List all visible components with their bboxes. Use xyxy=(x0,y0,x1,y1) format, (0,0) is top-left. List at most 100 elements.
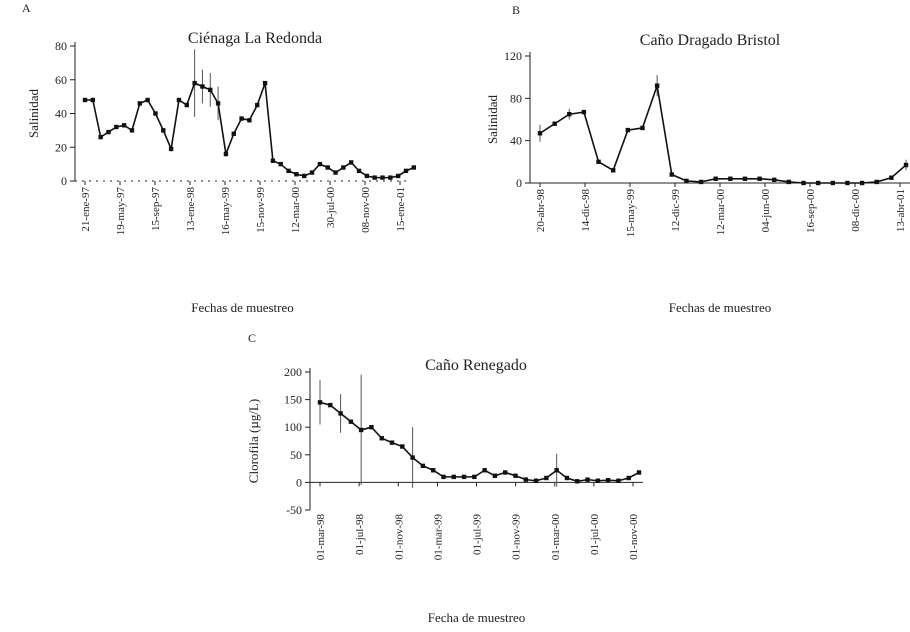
data-point xyxy=(605,477,611,483)
x-tick-label: 01-mar-00 xyxy=(550,514,562,561)
data-point xyxy=(567,112,572,117)
data-point xyxy=(208,87,213,93)
y-tick-label: 0 xyxy=(516,176,522,190)
y-tick-label: 150 xyxy=(284,393,302,407)
data-point xyxy=(372,175,377,180)
data-point xyxy=(153,111,158,116)
data-point xyxy=(815,180,821,186)
x-tick-label: 12-mar-00 xyxy=(715,189,727,236)
x-tick-label: 08-nov-00 xyxy=(360,187,372,233)
x-tick-label: 15-nov-99 xyxy=(255,187,267,233)
data-point xyxy=(369,425,374,430)
data-point xyxy=(533,478,539,483)
data-point xyxy=(192,80,197,86)
data-point xyxy=(379,436,384,441)
data-point xyxy=(441,474,446,480)
y-tick-label: -50 xyxy=(286,503,302,517)
x-tick-label: 21-ene-97 xyxy=(80,187,92,232)
data-point xyxy=(262,80,268,86)
y-tick-label: 80 xyxy=(55,39,67,53)
x-tick-label: 01-jul-00 xyxy=(589,514,601,555)
series-line xyxy=(539,85,907,184)
chart-panel-a: A Ciénaga La Redonda Salinidad Fechas de mu… xyxy=(22,1,417,315)
y-tick-label: 80 xyxy=(510,91,522,105)
x-tick-label: 13-ene-98 xyxy=(185,187,197,232)
data-point xyxy=(420,463,426,469)
data-point xyxy=(513,473,518,478)
panel-letter: C xyxy=(248,331,256,345)
y-axis-label: Salinidad xyxy=(485,94,500,144)
chart-panel-b: B Caño Dragado Bristol Salinidad Fechas de … xyxy=(485,3,910,315)
y-tick-label: 60 xyxy=(55,73,67,87)
x-tick-label: 08-dic-00 xyxy=(850,189,862,232)
data-point xyxy=(129,128,135,133)
data-point xyxy=(338,411,343,416)
x-tick-label: 20-abr-98 xyxy=(535,189,547,233)
y-tick-label: 200 xyxy=(284,365,302,379)
x-axis-label: Fecha de muestreo xyxy=(428,610,525,625)
data-point xyxy=(286,168,291,174)
x-tick-label: 01-jul-99 xyxy=(472,514,484,555)
x-axis-label: Fechas de muestreo xyxy=(669,300,772,315)
data-point xyxy=(278,161,283,167)
chart-title: Caño Dragado Bristol xyxy=(640,32,781,49)
data-point xyxy=(364,173,370,179)
data-point xyxy=(395,173,401,179)
data-point xyxy=(176,97,182,103)
chart-title: Ciénaga La Redonda xyxy=(188,30,322,47)
data-point xyxy=(698,179,704,185)
data-point xyxy=(451,474,456,480)
data-point xyxy=(874,179,879,185)
data-point xyxy=(325,165,330,170)
data-point xyxy=(430,468,436,473)
data-point xyxy=(585,477,590,482)
x-tick-label: 01-nov-99 xyxy=(511,514,523,560)
x-tick-label: 04-jun-00 xyxy=(760,189,772,233)
y-axis-label: Salinidad xyxy=(26,88,41,138)
panel-letter: B xyxy=(512,3,520,17)
data-point xyxy=(611,168,616,173)
x-tick-label: 01-mar-99 xyxy=(432,514,444,561)
data-point xyxy=(728,176,733,181)
data-point xyxy=(114,124,119,130)
data-point xyxy=(348,160,354,165)
data-point xyxy=(137,101,143,106)
data-point xyxy=(98,134,103,140)
x-axis-label: Fechas de muestreo xyxy=(191,300,294,315)
x-tick-label: 30-jul-00 xyxy=(325,187,337,228)
data-point xyxy=(270,158,276,163)
series-line xyxy=(85,82,415,179)
data-point xyxy=(247,118,252,123)
x-tick-label: 16-may-99 xyxy=(220,187,232,236)
data-point xyxy=(388,175,393,180)
x-tick-label: 12-mar-00 xyxy=(290,187,302,234)
data-point xyxy=(801,180,806,186)
x-tick-label: 01-nov-98 xyxy=(393,514,405,560)
data-point xyxy=(742,176,748,181)
data-point xyxy=(575,479,580,484)
x-tick-label: 19-may-97 xyxy=(115,187,127,236)
data-point xyxy=(626,475,631,481)
y-tick-label: 40 xyxy=(55,107,67,121)
x-tick-label: 15-ene-01 xyxy=(395,187,407,232)
data-point xyxy=(786,179,792,185)
data-point xyxy=(564,475,570,481)
x-tick-label: 14-dic-98 xyxy=(580,189,592,232)
data-point xyxy=(231,131,236,136)
data-point xyxy=(503,470,508,475)
data-point xyxy=(121,123,127,128)
data-point xyxy=(713,176,718,181)
chart-panel-c: C Caño Renegado Clorofila (µg/L) Fecha de m… xyxy=(246,331,643,625)
data-point xyxy=(380,175,385,180)
data-point xyxy=(757,176,762,181)
data-point xyxy=(302,173,307,179)
data-point xyxy=(341,165,346,170)
chart-title: Caño Renegado xyxy=(425,357,527,374)
data-point xyxy=(348,419,354,424)
data-point xyxy=(333,170,338,175)
x-tick-label: 12-dic-99 xyxy=(670,189,682,232)
data-point xyxy=(472,474,477,480)
data-point xyxy=(411,165,417,170)
data-point xyxy=(636,470,642,475)
